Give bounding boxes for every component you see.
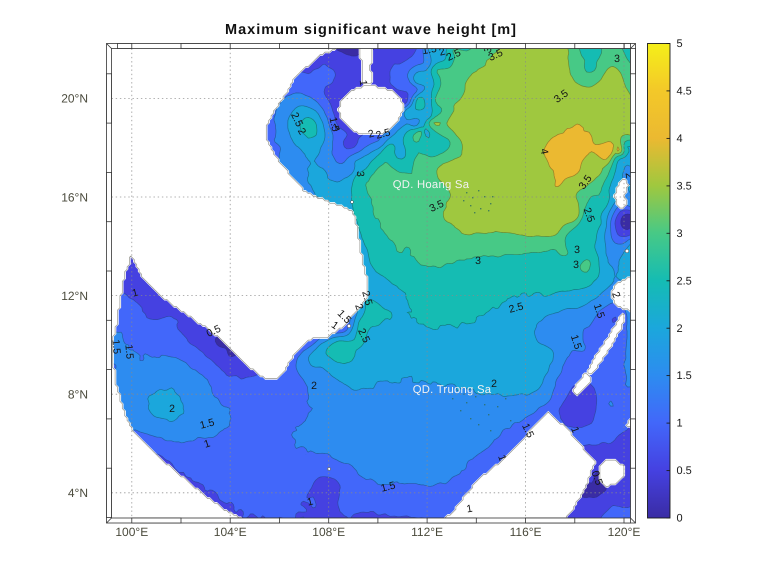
svg-text:2: 2 [623, 172, 636, 180]
svg-text:120°E: 120°E [608, 525, 641, 539]
svg-text:2.5: 2.5 [581, 206, 597, 224]
svg-text:3: 3 [677, 228, 683, 240]
svg-text:3.5: 3.5 [428, 198, 446, 215]
svg-text:8°N: 8°N [68, 388, 88, 402]
svg-text:100°E: 100°E [115, 525, 148, 539]
svg-text:QD. Truong Sa: QD. Truong Sa [413, 384, 492, 396]
svg-text:1: 1 [202, 437, 211, 450]
svg-text:3: 3 [475, 255, 481, 267]
svg-text:4: 4 [677, 133, 683, 145]
svg-text:3: 3 [573, 259, 579, 271]
svg-text:Maximum significant wave heigh: Maximum significant wave height [m] [225, 22, 517, 38]
svg-text:2: 2 [609, 290, 622, 300]
svg-text:1.5: 1.5 [591, 302, 607, 320]
svg-text:0: 0 [677, 513, 683, 525]
svg-text:20°N: 20°N [61, 92, 88, 106]
svg-text:1: 1 [357, 79, 369, 86]
svg-text:2.5: 2.5 [375, 126, 392, 141]
svg-text:1: 1 [677, 418, 683, 430]
svg-text:2: 2 [438, 46, 447, 59]
svg-text:5: 5 [677, 38, 683, 50]
svg-text:1.5: 1.5 [199, 416, 216, 431]
svg-text:12°N: 12°N [61, 289, 88, 303]
svg-text:2.5: 2.5 [355, 327, 372, 345]
svg-text:1: 1 [466, 503, 474, 516]
svg-text:0.5: 0.5 [589, 469, 605, 487]
svg-text:QD. Hoang Sa: QD. Hoang Sa [393, 179, 470, 191]
svg-text:3: 3 [574, 244, 580, 256]
svg-text:108°E: 108°E [312, 525, 345, 539]
svg-text:1.5: 1.5 [568, 333, 584, 351]
svg-text:2.5: 2.5 [288, 111, 305, 129]
svg-text:2: 2 [352, 302, 365, 312]
svg-text:1: 1 [329, 319, 341, 332]
svg-text:2: 2 [295, 126, 308, 137]
svg-text:116°E: 116°E [510, 525, 542, 539]
svg-text:2: 2 [491, 378, 497, 390]
svg-text:2.5: 2.5 [677, 275, 692, 287]
svg-text:2: 2 [677, 323, 683, 335]
svg-text:4.5: 4.5 [677, 86, 692, 98]
svg-text:1.5: 1.5 [122, 344, 135, 360]
svg-text:1.5: 1.5 [327, 116, 342, 133]
svg-text:3: 3 [482, 45, 495, 55]
svg-text:1: 1 [568, 425, 581, 435]
svg-text:1.5: 1.5 [380, 479, 397, 494]
svg-text:1.5: 1.5 [519, 422, 536, 440]
svg-text:1.5: 1.5 [109, 339, 122, 355]
svg-text:2: 2 [367, 128, 376, 141]
svg-text:4: 4 [538, 148, 551, 156]
svg-text:3: 3 [354, 171, 366, 178]
svg-text:3: 3 [614, 53, 620, 65]
svg-text:1: 1 [131, 287, 140, 300]
svg-text:3.5: 3.5 [677, 181, 692, 193]
svg-text:1: 1 [331, 121, 342, 134]
svg-text:104°E: 104°E [214, 525, 247, 539]
svg-text:4°N: 4°N [68, 486, 88, 500]
svg-text:2.5: 2.5 [508, 300, 525, 315]
svg-text:0.5: 0.5 [205, 323, 223, 340]
svg-text:1.5: 1.5 [677, 370, 692, 382]
svg-text:2: 2 [169, 403, 175, 415]
svg-text:0.5: 0.5 [677, 465, 692, 477]
svg-text:112°E: 112°E [411, 525, 443, 539]
svg-text:2.5: 2.5 [359, 290, 374, 307]
svg-text:1: 1 [306, 496, 315, 509]
svg-text:16°N: 16°N [61, 190, 88, 204]
svg-text:1.5: 1.5 [421, 43, 438, 57]
svg-text:1: 1 [495, 453, 508, 463]
svg-text:2: 2 [311, 380, 317, 392]
